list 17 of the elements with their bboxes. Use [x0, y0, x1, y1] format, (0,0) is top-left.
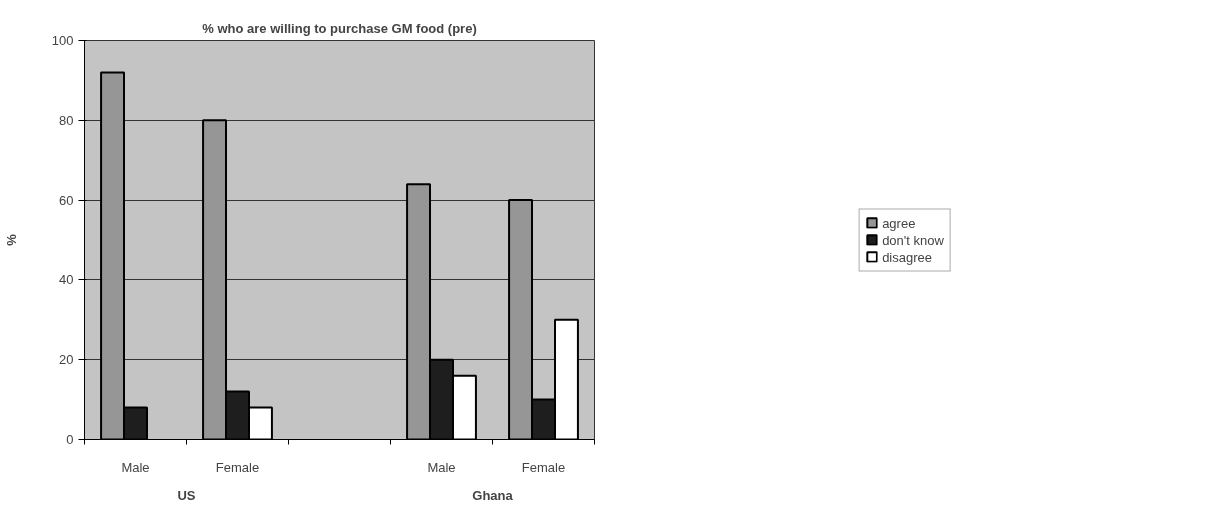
x-tick-label: Female [215, 459, 260, 475]
y-tick-label: 80 [59, 112, 74, 128]
x-tick-label: Male [121, 459, 150, 475]
y-tick-label: 40 [59, 272, 74, 288]
y-tick-label: 100 [51, 33, 74, 48]
text: US [177, 487, 196, 503]
y-axis-title: % [3, 233, 19, 246]
y-tick-label: 60 [59, 192, 74, 208]
legend-label: don't know [882, 232, 944, 247]
text: Ghana [472, 487, 514, 503]
chart-title: % who are willing to purchase GM food (pre) [202, 20, 477, 36]
y-tick-label: 0 [66, 432, 74, 447]
y-tick-label: 20 [59, 352, 74, 368]
x-tick-label: Female [521, 459, 566, 475]
x-tick-label: Male [427, 459, 456, 475]
legend-label: disagree [882, 249, 932, 264]
legend-label: agree [882, 215, 916, 230]
